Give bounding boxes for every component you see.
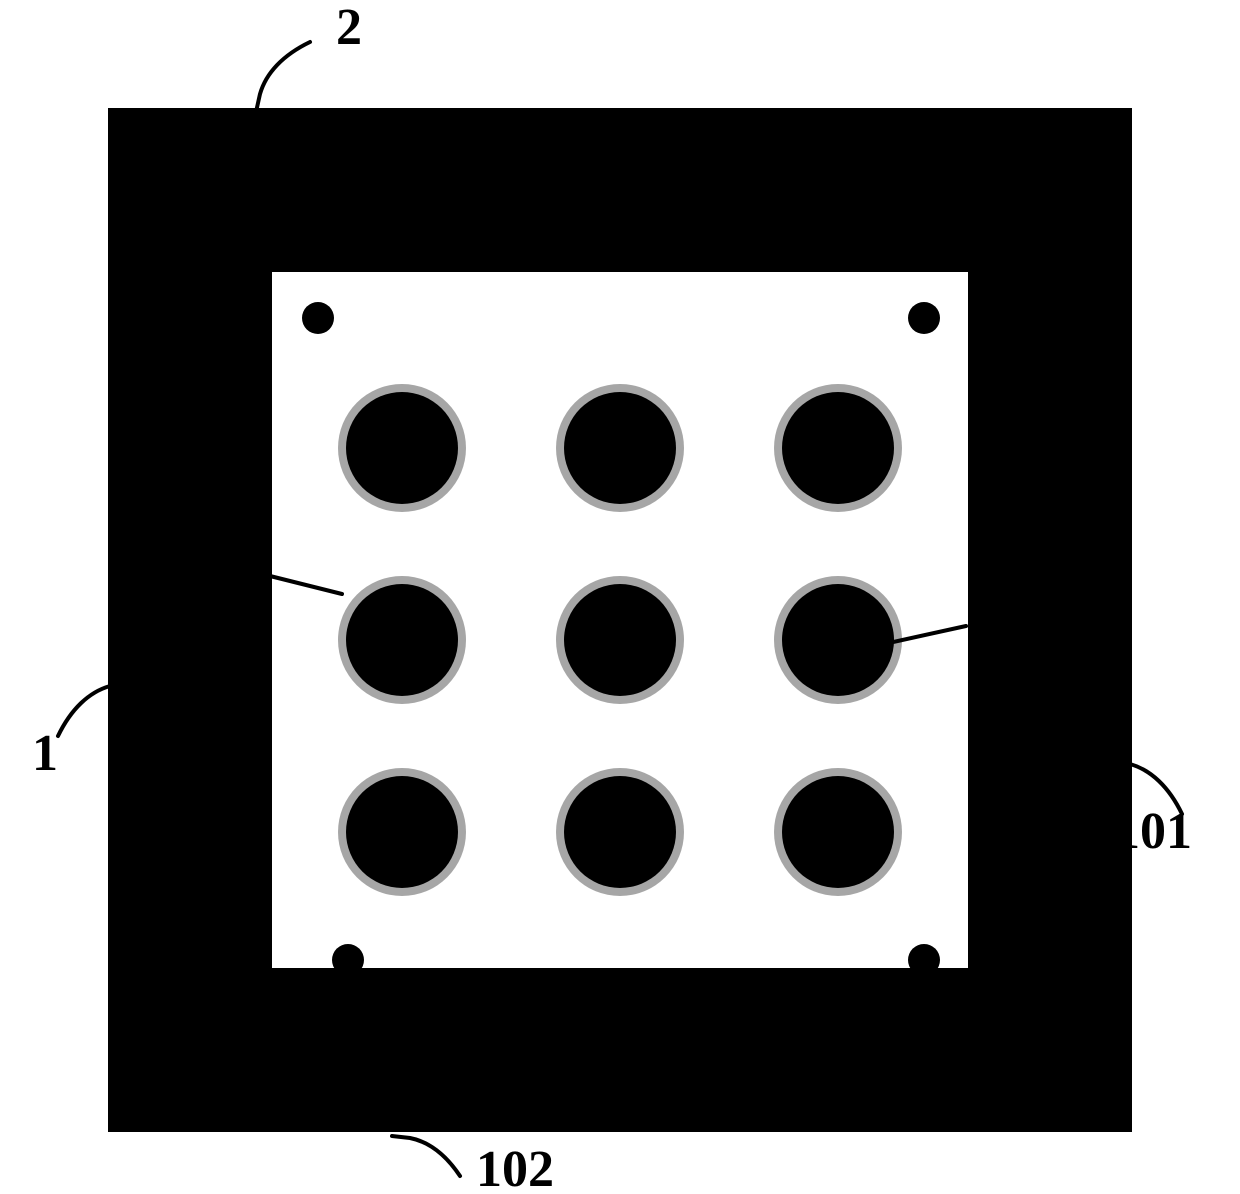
small-dot bbox=[908, 944, 940, 976]
label-1: 1 bbox=[32, 725, 58, 782]
big-dot bbox=[782, 392, 894, 504]
big-dot bbox=[346, 584, 458, 696]
big-dot bbox=[782, 776, 894, 888]
big-dot bbox=[346, 776, 458, 888]
small-dot bbox=[302, 302, 334, 334]
big-dot bbox=[782, 584, 894, 696]
small-dot bbox=[908, 302, 940, 334]
label-101: 101 bbox=[1114, 803, 1192, 860]
big-dot bbox=[564, 584, 676, 696]
figure: 2 1 101 102 bbox=[0, 0, 1240, 1194]
lead-102-curve bbox=[392, 1136, 460, 1176]
small-dot bbox=[332, 944, 364, 976]
big-dot bbox=[564, 392, 676, 504]
big-dot bbox=[346, 392, 458, 504]
label-102: 102 bbox=[476, 1141, 554, 1194]
label-2: 2 bbox=[336, 0, 362, 56]
big-dot bbox=[564, 776, 676, 888]
lead-2-curve bbox=[256, 42, 310, 112]
